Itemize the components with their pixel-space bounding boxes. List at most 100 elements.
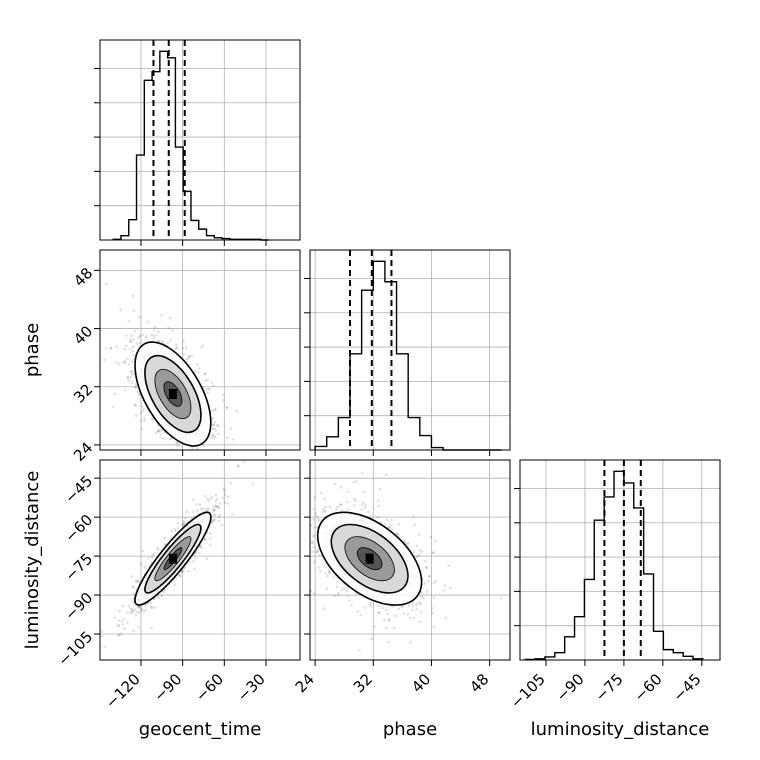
scatter-point	[158, 428, 162, 432]
scatter-point	[104, 347, 108, 350]
scatter-point	[369, 602, 372, 605]
scatter-point	[176, 444, 180, 447]
scatter-point	[216, 505, 220, 508]
scatter-point	[251, 482, 254, 485]
scatter-point	[327, 571, 331, 574]
scatter-point	[134, 414, 138, 417]
scatter-point	[432, 596, 436, 599]
scatter-point	[131, 294, 135, 298]
scatter-point	[434, 579, 438, 583]
scatter-point	[313, 508, 316, 511]
scatter-point	[171, 328, 174, 332]
panel-luminosity_distance-hist: −105 −90 −75 −60 −45	[507, 459, 721, 712]
scatter-point	[211, 427, 215, 431]
scatter-point	[336, 505, 340, 509]
scatter-point	[390, 523, 393, 527]
scatter-point	[222, 487, 225, 491]
scatter-point	[235, 409, 239, 413]
scatter-point	[370, 637, 373, 641]
scatter-point	[117, 619, 121, 622]
scatter-point	[144, 608, 148, 612]
scatter-point	[103, 645, 106, 649]
scatter-point	[209, 537, 212, 540]
scatter-point	[140, 405, 143, 408]
scatter-point	[200, 546, 203, 549]
scatter-point	[444, 616, 448, 620]
panel-frame	[519, 459, 721, 661]
scatter-point	[429, 535, 432, 538]
y-tick-label-phase: 24	[70, 439, 96, 465]
scatter-point	[182, 522, 185, 526]
scatter-point	[212, 518, 215, 521]
scatter-point	[132, 629, 135, 633]
scatter-point	[310, 524, 313, 527]
scatter-point	[125, 334, 128, 337]
scatter-point	[442, 589, 446, 593]
scatter-point	[175, 343, 178, 347]
scatter-point	[157, 339, 161, 343]
scatter-point	[175, 346, 179, 349]
scatter-point	[213, 435, 217, 439]
scatter-point	[211, 520, 214, 524]
scatter-point	[103, 358, 106, 362]
scatter-point	[129, 607, 133, 610]
scatter-point	[195, 557, 198, 560]
scatter-point	[315, 551, 318, 554]
scatter-point	[166, 341, 170, 344]
scatter-point	[137, 393, 141, 397]
scatter-point	[425, 590, 429, 593]
scatter-point	[123, 359, 126, 362]
scatter-point	[151, 418, 155, 421]
scatter-point	[225, 436, 229, 440]
scatter-point	[212, 423, 215, 427]
scatter-point	[406, 612, 410, 616]
scatter-point	[169, 338, 172, 342]
scatter-point	[412, 515, 415, 518]
scatter-point	[124, 344, 128, 348]
scatter-point	[212, 509, 215, 513]
scatter-point	[113, 392, 117, 396]
scatter-point	[184, 346, 188, 349]
scatter-point	[157, 429, 160, 433]
scatter-point	[322, 510, 325, 514]
scatter-point	[415, 544, 419, 548]
scatter-point	[217, 424, 220, 428]
scatter-point	[133, 330, 137, 333]
scatter-point	[324, 572, 327, 575]
scatter-point	[364, 504, 368, 507]
scatter-point	[116, 624, 119, 628]
scatter-point	[185, 510, 189, 513]
scatter-point	[387, 526, 391, 529]
scatter-point	[332, 576, 336, 579]
scatter-point	[401, 605, 405, 608]
scatter-point	[173, 583, 176, 587]
scatter-point	[211, 505, 215, 509]
scatter-point	[150, 333, 153, 337]
scatter-point	[117, 623, 121, 627]
scatter-point	[130, 360, 134, 364]
scatter-point	[137, 605, 140, 609]
scatter-point	[339, 503, 343, 507]
scatter-point	[135, 580, 138, 584]
x-axis-label-geocent-time: geocent_time	[139, 719, 262, 740]
scatter-point	[121, 604, 125, 608]
scatter-point	[130, 575, 134, 578]
scatter-point	[210, 381, 214, 384]
scatter-point	[313, 496, 316, 499]
scatter-point	[159, 434, 162, 437]
scatter-point	[160, 314, 163, 317]
scatter-point	[117, 362, 121, 366]
scatter-point	[328, 570, 332, 574]
scatter-point	[185, 357, 188, 361]
scatter-point	[137, 606, 141, 609]
scatter-point	[196, 509, 199, 512]
scatter-point	[212, 434, 215, 437]
scatter-point	[138, 315, 141, 319]
scatter-point	[129, 611, 133, 615]
scatter-point	[134, 386, 137, 390]
scatter-point	[314, 512, 317, 515]
scatter-point	[158, 430, 161, 433]
scatter-point	[214, 408, 217, 412]
scatter-point	[318, 553, 322, 557]
